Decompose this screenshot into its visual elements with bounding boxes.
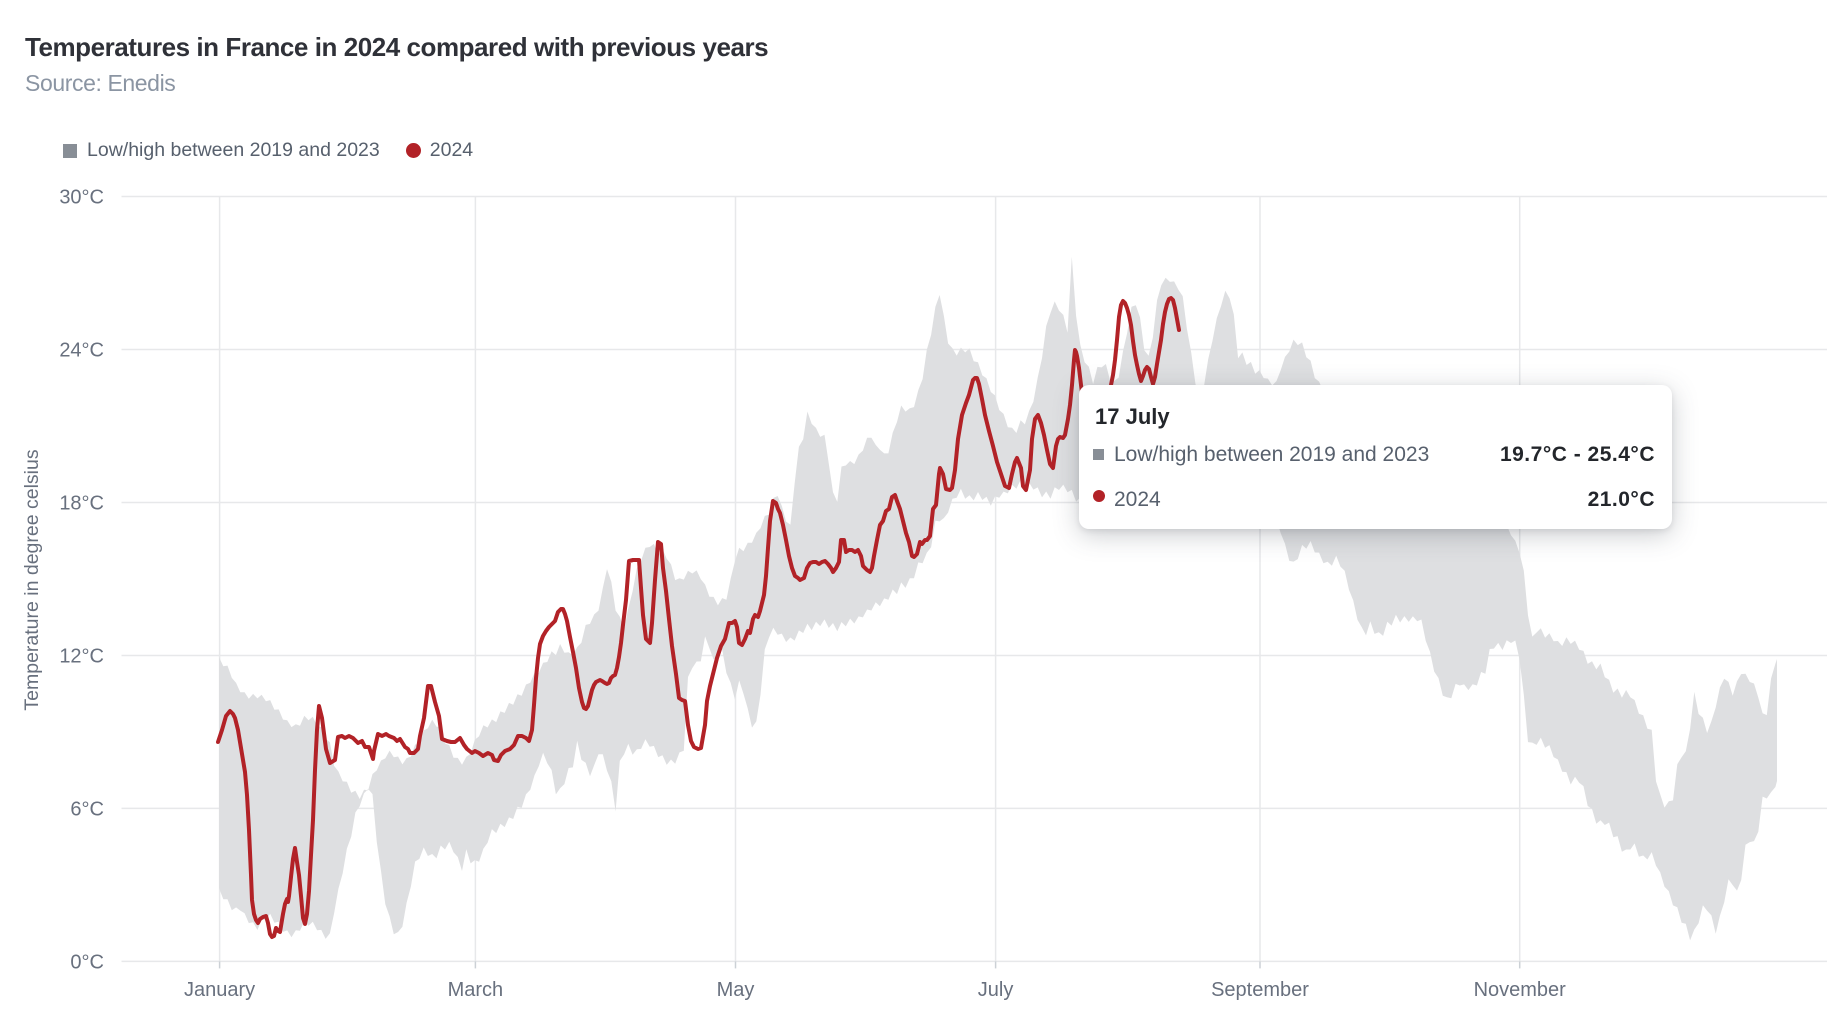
svg-text:24°C: 24°C — [59, 340, 104, 362]
svg-text:January: January — [184, 979, 255, 1001]
svg-text:12°C: 12°C — [59, 646, 104, 668]
svg-text:0°C: 0°C — [70, 951, 104, 973]
svg-text:Temperature in degree celsius: Temperature in degree celsius — [21, 449, 43, 710]
svg-text:March: March — [448, 979, 504, 1001]
svg-text:July: July — [978, 979, 1014, 1001]
svg-text:May: May — [717, 979, 755, 1001]
svg-text:30°C: 30°C — [59, 187, 104, 209]
svg-text:November: November — [1474, 979, 1567, 1001]
svg-text:September: September — [1211, 979, 1309, 1001]
svg-text:6°C: 6°C — [70, 798, 104, 820]
svg-text:18°C: 18°C — [59, 493, 104, 515]
